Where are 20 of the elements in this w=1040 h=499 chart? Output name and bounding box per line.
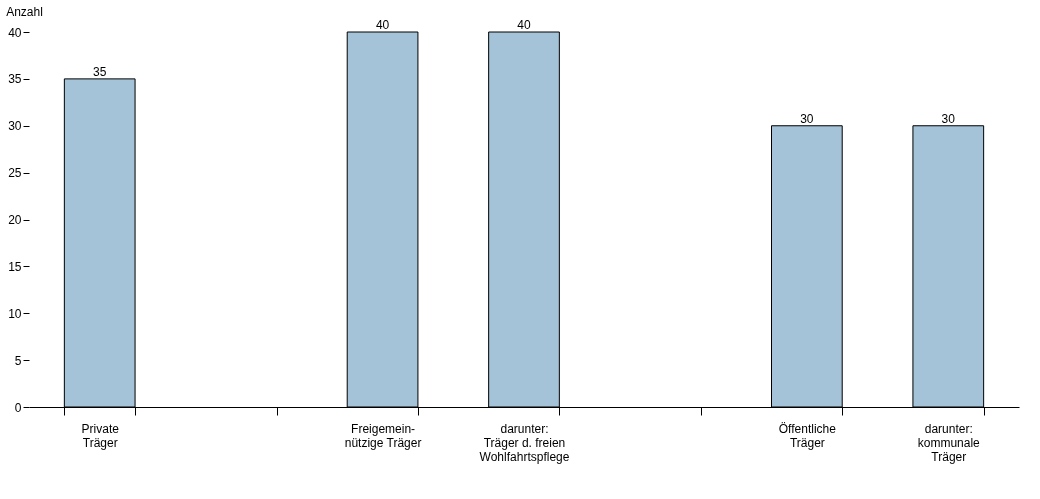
y-tick-label: 5 [14,353,22,368]
x-tick-label: Freigemein- nützige Träger [344,421,422,450]
x-tick-label: Öffentliche Träger [778,421,837,450]
data-label: 40 [517,18,531,32]
y-axis-title: Anzahl [6,4,43,19]
data-label: 30 [800,111,814,126]
x-tick-label: Private Träger [81,421,120,450]
y-tick-label: 10 [8,306,22,321]
y-tick-label: 40 [8,25,22,40]
y-tick-label: 35 [8,72,22,87]
data-label: 35 [93,64,107,79]
y-tick-label: 20 [8,213,22,227]
y-tick-label: 25 [8,166,22,181]
x-tick-label: darunter: Träger d. freien Wohlfahrtspflege [479,421,570,464]
y-tick-label: 30 [8,119,22,134]
x-tick-label: darunter: kommunale Träger [917,421,981,464]
data-label: 40 [375,18,390,32]
y-tick-label: 0 [14,400,22,415]
y-tick-label: 15 [8,259,22,274]
data-label: 30 [941,111,956,126]
